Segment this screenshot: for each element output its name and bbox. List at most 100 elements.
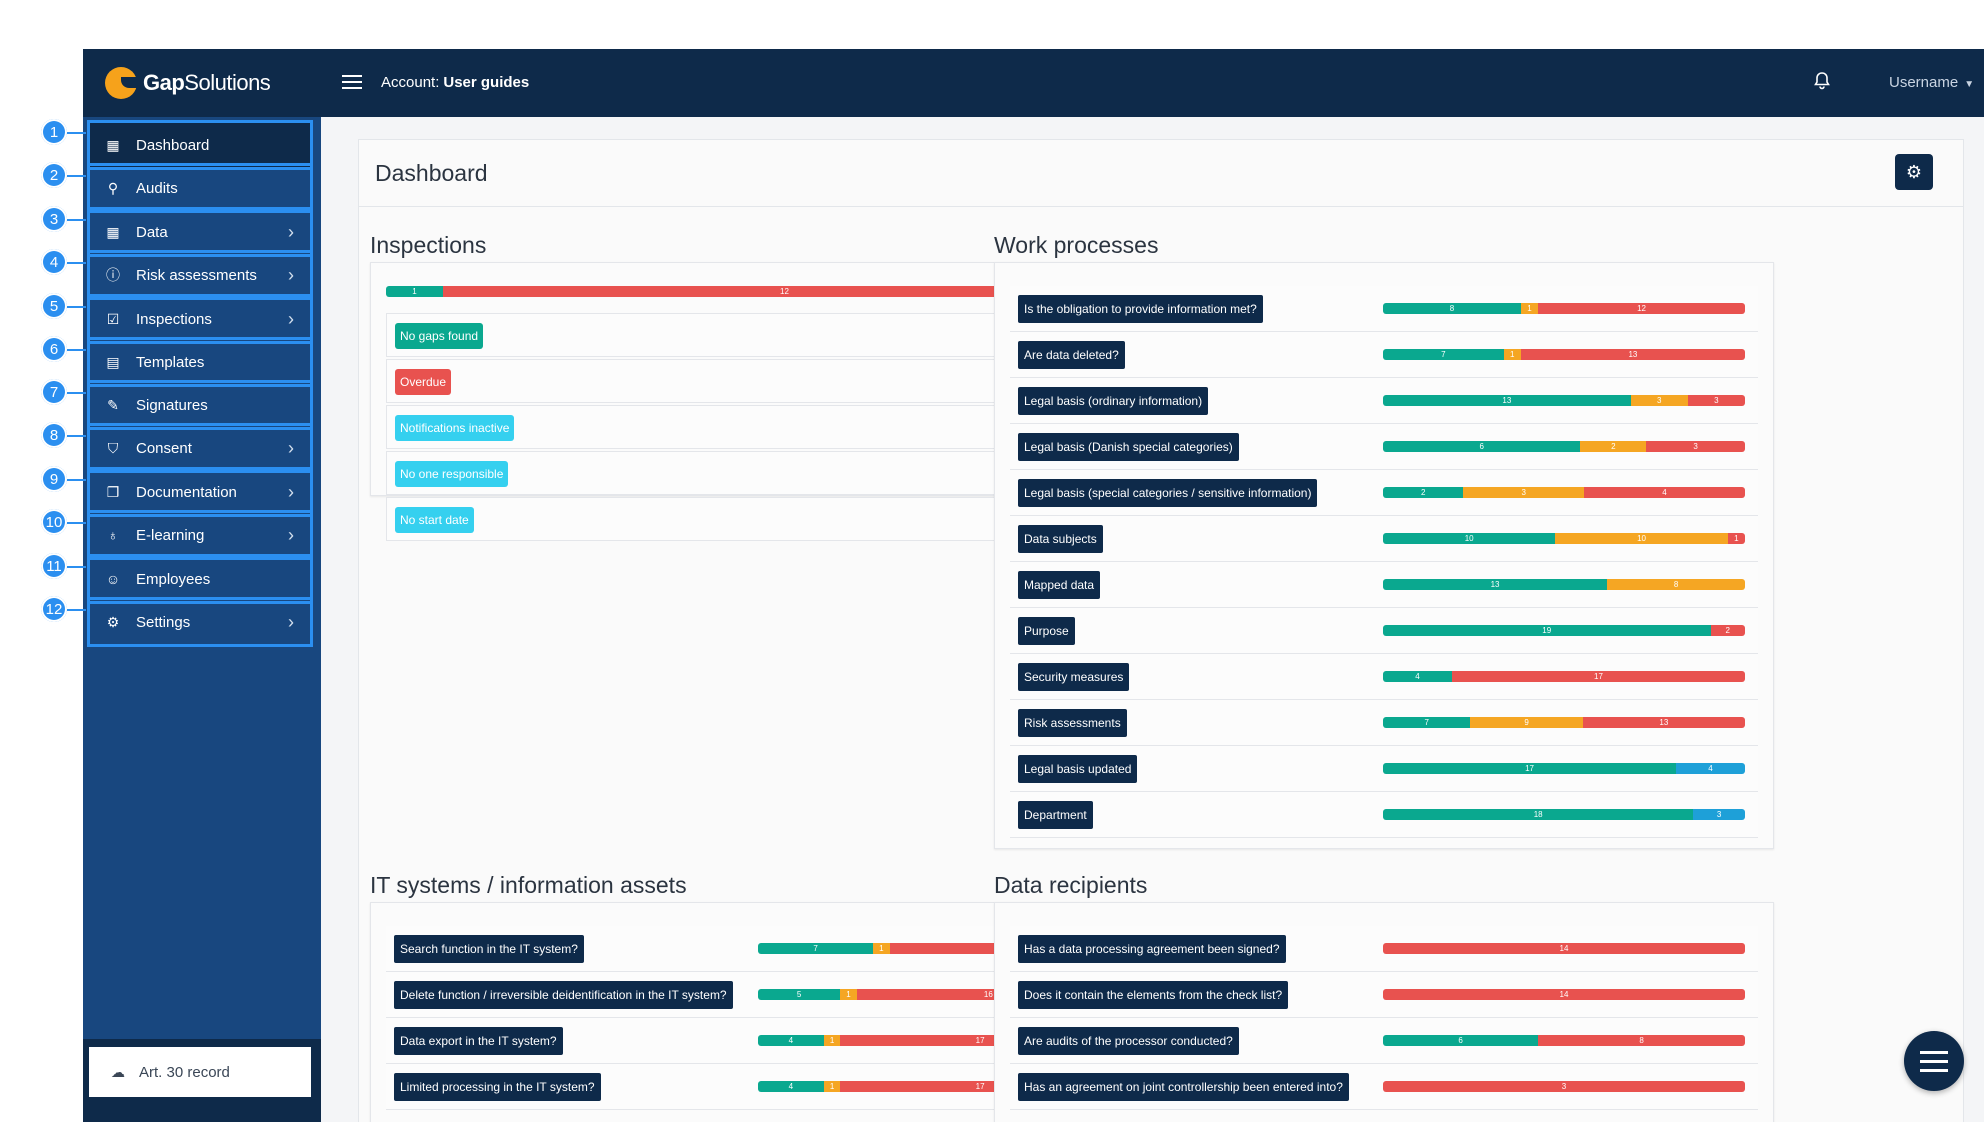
question-label[interactable]: Legal basis (ordinary information) bbox=[1018, 387, 1209, 415]
user-icon: ☺ bbox=[105, 571, 121, 587]
badge-connector bbox=[67, 609, 86, 611]
question-label[interactable]: Does it contain the elements from the ch… bbox=[1018, 981, 1289, 1009]
step-badge: 10 bbox=[41, 509, 67, 535]
sidebar-item-label: Employees bbox=[136, 570, 211, 588]
dashboard-icon: ▦ bbox=[106, 136, 120, 153]
question-status-bar: 4 1 17 bbox=[758, 1035, 1120, 1046]
question-status-bar: 5 1 16 bbox=[758, 989, 1120, 1000]
sidebar-item-templates[interactable]: ▤ Templates bbox=[87, 337, 313, 387]
floating-menu-button[interactable] bbox=[1904, 1031, 1964, 1091]
bar-segment: 3 bbox=[1646, 441, 1745, 452]
sidebar-item-audits[interactable]: ⚲ Audits bbox=[87, 163, 313, 213]
question-label[interactable]: Legal basis (special categories / sensit… bbox=[1018, 479, 1318, 507]
badge-connector bbox=[67, 349, 86, 351]
sidebar-item-inspections[interactable]: ☑ Inspections › bbox=[87, 294, 313, 344]
step-badge: 3 bbox=[41, 206, 67, 232]
bar-segment: 14 bbox=[1383, 989, 1745, 1000]
badge-connector bbox=[67, 219, 86, 221]
question-label[interactable]: Limited processing in the IT system? bbox=[394, 1073, 601, 1101]
question-row: Are audits of the processor conducted? 6 8 bbox=[1010, 1018, 1758, 1064]
bar-segment: 2 bbox=[1580, 441, 1647, 452]
inspection-category-chip[interactable]: No one responsible bbox=[395, 461, 509, 487]
sidebar-item-label: Risk assessments bbox=[136, 266, 257, 284]
question-label[interactable]: Department bbox=[1018, 801, 1093, 829]
sidebar-item-label: Consent bbox=[136, 439, 192, 457]
sidebar-item-documentation[interactable]: ❐ Documentation › bbox=[87, 467, 313, 517]
bar-segment: 14 bbox=[1383, 943, 1745, 954]
copy-icon: ❐ bbox=[106, 483, 120, 500]
step-badge: 4 bbox=[41, 249, 67, 275]
chevron-right-icon: › bbox=[288, 222, 294, 242]
sidebar-item-risk-assessments[interactable]: ⓘ Risk assessments › bbox=[87, 250, 313, 300]
bar-segment: 4 bbox=[758, 1081, 824, 1092]
question-label[interactable]: Has an agreement on joint controllership… bbox=[1018, 1073, 1349, 1101]
question-row: Does it contain the elements from the ch… bbox=[1010, 972, 1758, 1018]
step-badge: 6 bbox=[41, 336, 67, 362]
step-badge: 9 bbox=[41, 466, 67, 492]
question-label[interactable]: Has a data processing agreement been sig… bbox=[1018, 935, 1286, 963]
inspection-category-chip[interactable]: No start date bbox=[395, 507, 474, 533]
badge-connector bbox=[67, 522, 86, 524]
inspection-category-chip[interactable]: No gaps found bbox=[395, 323, 484, 349]
sidebar-item-employees[interactable]: ☺ Employees bbox=[87, 554, 313, 604]
bar-segment: 19 bbox=[1383, 625, 1711, 636]
step-badge: 1 bbox=[41, 119, 67, 145]
bar-segment: 3 bbox=[1693, 809, 1745, 820]
question-row: Purpose 19 2 bbox=[1010, 608, 1758, 654]
question-status-bar: 4 1 17 bbox=[758, 1081, 1120, 1092]
sidebar-item-dashboard[interactable]: ▦ Dashboard bbox=[87, 120, 313, 170]
question-label[interactable]: Mapped data bbox=[1018, 571, 1101, 599]
bell-icon[interactable] bbox=[1814, 72, 1830, 95]
step-badge: 8 bbox=[41, 422, 67, 448]
bar-segment: 12 bbox=[1538, 303, 1745, 314]
question-label[interactable]: Legal basis (Danish special categories) bbox=[1018, 433, 1239, 461]
question-row: Legal basis (Danish special categories) 6… bbox=[1010, 424, 1758, 470]
settings-gear-button[interactable]: ⚙ bbox=[1895, 154, 1933, 190]
bar-segment: 4 bbox=[1383, 671, 1452, 682]
question-status-bar: 17 4 bbox=[1383, 763, 1745, 774]
bar-segment: 4 bbox=[1584, 487, 1745, 498]
badge-connector bbox=[67, 306, 86, 308]
question-status-bar: 18 3 bbox=[1383, 809, 1745, 820]
inspection-category-chip[interactable]: Notifications inactive bbox=[395, 415, 515, 441]
question-row: Has a data processing agreement been sig… bbox=[1010, 926, 1758, 972]
question-label[interactable]: Search function in the IT system? bbox=[394, 935, 584, 963]
user-menu[interactable]: Username ▼ bbox=[1889, 74, 1974, 91]
work-processes-title: Work processes bbox=[994, 232, 1159, 258]
sidebar-item-settings[interactable]: ⚙ Settings › bbox=[87, 597, 313, 647]
logo[interactable]: GapSolutions bbox=[105, 67, 271, 99]
question-label[interactable]: Data export in the IT system? bbox=[394, 1027, 563, 1055]
sidebar-item-signatures[interactable]: ✎ Signatures bbox=[87, 380, 313, 430]
question-label[interactable]: Are audits of the processor conducted? bbox=[1018, 1027, 1239, 1055]
question-label[interactable]: Are data deleted? bbox=[1018, 341, 1125, 369]
art-30-record-button[interactable]: ☁ Art. 30 record bbox=[89, 1047, 311, 1097]
question-label[interactable]: Purpose bbox=[1018, 617, 1075, 645]
shield-icon: ⛉ bbox=[107, 439, 119, 456]
sidebar-item-e-learning[interactable]: ♁ E-learning › bbox=[87, 510, 313, 560]
lightbulb-icon: ♁ bbox=[107, 527, 119, 543]
bar-segment: 1 bbox=[823, 1081, 841, 1092]
bar-segment: 1 bbox=[873, 943, 890, 954]
logo-text: GapSolutions bbox=[143, 70, 271, 95]
sidebar-item-label: Templates bbox=[136, 353, 205, 371]
sidebar-item-label: Inspections bbox=[136, 310, 212, 328]
sidebar-item-consent[interactable]: ⛉ Consent › bbox=[87, 423, 313, 473]
sidebar-item-data[interactable]: ▦ Data › bbox=[87, 207, 313, 257]
question-label[interactable]: Delete function / irreversible deidentif… bbox=[394, 981, 733, 1009]
sidebar-item-label: Audits bbox=[136, 179, 178, 197]
question-label[interactable]: Risk assessments bbox=[1018, 709, 1127, 737]
question-row: Is the obligation to provide information… bbox=[1010, 286, 1758, 332]
chevron-down-icon: ▼ bbox=[1964, 79, 1975, 90]
menu-toggle-icon[interactable] bbox=[342, 75, 362, 89]
question-label[interactable]: Data subjects bbox=[1018, 525, 1103, 553]
question-row: Security measures 4 17 bbox=[1010, 654, 1758, 700]
question-row: Risk assessments 7 9 13 bbox=[1010, 700, 1758, 746]
question-label[interactable]: Security measures bbox=[1018, 663, 1130, 691]
bar-segment: 4 bbox=[1676, 763, 1745, 774]
question-label[interactable]: Legal basis updated bbox=[1018, 755, 1138, 783]
bar-segment: 1 bbox=[386, 286, 443, 297]
question-label[interactable]: Is the obligation to provide information… bbox=[1018, 295, 1263, 323]
inspection-category-chip[interactable]: Overdue bbox=[395, 369, 452, 395]
bar-segment: 7 bbox=[1383, 717, 1471, 728]
